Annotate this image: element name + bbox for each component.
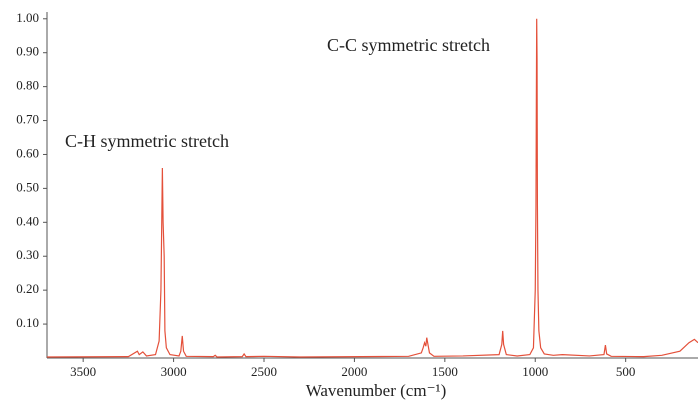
y-tick-label: 0.20 <box>16 281 39 296</box>
y-tick-label: 1.00 <box>16 10 39 25</box>
y-tick-label: 0.80 <box>16 78 39 93</box>
x-tick-label: 1000 <box>522 364 548 379</box>
annotation: C-H symmetric stretch <box>65 131 229 151</box>
x-tick-label: 500 <box>616 364 636 379</box>
x-tick-label: 2000 <box>341 364 367 379</box>
y-tick-label: 0.60 <box>16 145 39 160</box>
y-tick-label: 0.10 <box>16 315 39 330</box>
x-tick-label: 3000 <box>161 364 187 379</box>
x-axis-label: Wavenumber (cm⁻¹) <box>306 381 447 400</box>
y-tick-label: 0.90 <box>16 44 39 59</box>
y-tick-label: 0.30 <box>16 247 39 262</box>
x-tick-label: 2500 <box>251 364 277 379</box>
y-tick-label: 0.50 <box>16 179 39 194</box>
spectrum-line <box>46 18 698 358</box>
y-tick-label: 0.70 <box>16 112 39 127</box>
y-tick-label: 0.40 <box>16 213 39 228</box>
x-tick-label: 1500 <box>432 364 458 379</box>
annotation: C-C symmetric stretch <box>327 35 490 55</box>
x-tick-label: 3500 <box>70 364 96 379</box>
